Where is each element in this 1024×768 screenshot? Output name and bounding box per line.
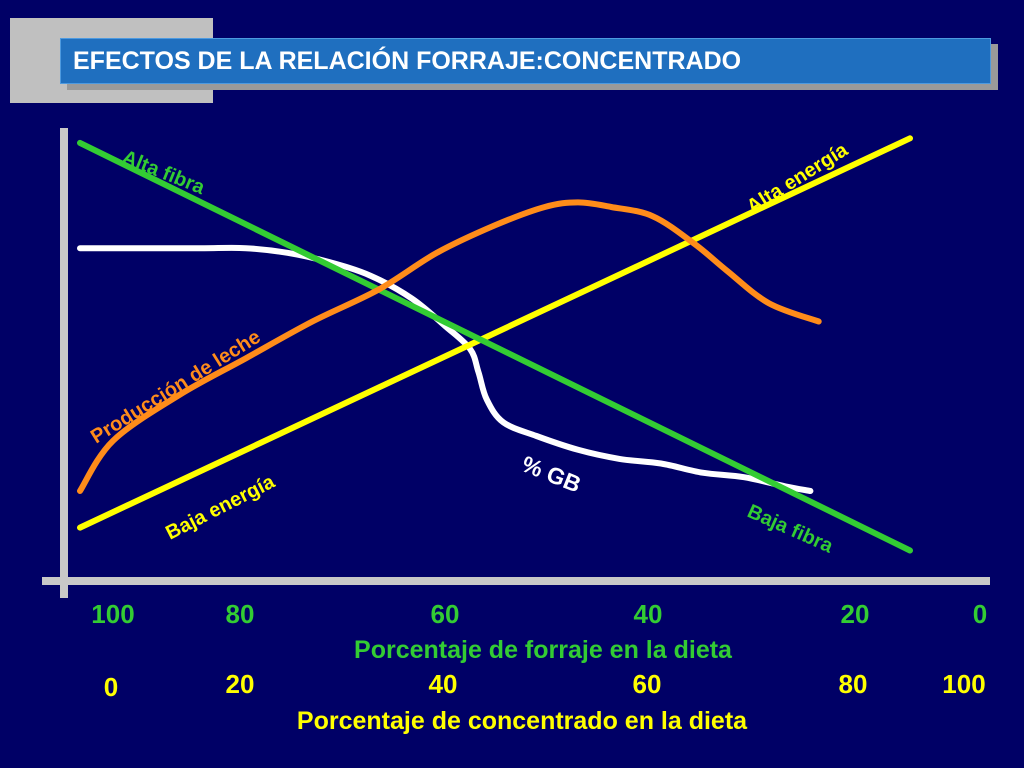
concentrate-axis-title: Porcentaje de concentrado en la dieta xyxy=(297,707,748,735)
concentrate-tick-label: 60 xyxy=(633,669,662,699)
series-line-1 xyxy=(77,135,913,531)
concentrate-tick-label: 80 xyxy=(839,669,868,699)
concentrate-tick-label: 100 xyxy=(942,669,985,699)
forage-tick-label: 0 xyxy=(973,599,987,629)
series-line-2 xyxy=(77,199,822,494)
forage-tick-label: 80 xyxy=(226,599,255,629)
label-gb: % GB xyxy=(518,451,585,498)
y-axis-line xyxy=(60,128,68,598)
forage-axis-title: Porcentaje de forraje en la dieta xyxy=(354,636,733,664)
series-layer xyxy=(77,135,913,554)
concentrate-tick-label: 40 xyxy=(429,669,458,699)
label-alta-energia: Alta energía xyxy=(743,138,852,218)
forage-tick-label: 60 xyxy=(431,599,460,629)
forage-tick-label: 20 xyxy=(841,599,870,629)
x-axis-line xyxy=(42,577,990,585)
series-line-3 xyxy=(77,244,814,494)
label-produccion-leche: Producción de leche xyxy=(87,326,265,448)
forage-tick-label: 100 xyxy=(91,599,134,629)
title-bar: EFECTOS DE LA RELACIÓN FORRAJE:CONCENTRA… xyxy=(60,38,991,84)
concentrate-tick-label: 0 xyxy=(104,672,118,702)
concentrate-tick-label: 20 xyxy=(226,669,255,699)
series-line-0 xyxy=(77,139,913,554)
slide-title: EFECTOS DE LA RELACIÓN FORRAJE:CONCENTRA… xyxy=(73,47,742,75)
forage-tick-label: 40 xyxy=(634,599,663,629)
label-alta-fibra: Alta fibra xyxy=(119,146,208,199)
